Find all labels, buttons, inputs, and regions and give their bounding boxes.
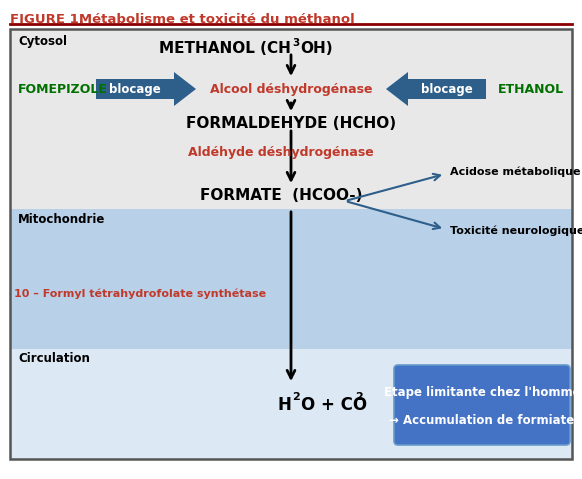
- Polygon shape: [386, 72, 408, 106]
- Text: O + CO: O + CO: [301, 396, 367, 414]
- Text: Circulation: Circulation: [18, 352, 90, 365]
- Text: Cytosol: Cytosol: [18, 35, 67, 48]
- FancyBboxPatch shape: [408, 79, 486, 99]
- FancyBboxPatch shape: [394, 365, 570, 445]
- Text: METHANOL (CH: METHANOL (CH: [159, 41, 291, 56]
- Text: Acidose métabolique: Acidose métabolique: [450, 167, 580, 177]
- Text: Métabolisme et toxicité du méthanol: Métabolisme et toxicité du méthanol: [65, 13, 355, 26]
- Text: 2: 2: [292, 392, 300, 402]
- Text: FORMALDEHYDE (HCHO): FORMALDEHYDE (HCHO): [186, 116, 396, 131]
- Text: FOMEPIZOLE: FOMEPIZOLE: [18, 82, 108, 95]
- Text: blocage: blocage: [421, 82, 473, 95]
- FancyBboxPatch shape: [10, 349, 572, 459]
- FancyBboxPatch shape: [10, 209, 572, 349]
- Text: Etape limitante chez l'homme: Etape limitante chez l'homme: [384, 386, 580, 399]
- Text: FIGURE 1.: FIGURE 1.: [10, 13, 84, 26]
- Text: Toxicité neurologique et oculaire: Toxicité neurologique et oculaire: [450, 226, 582, 236]
- Text: 3: 3: [292, 38, 299, 48]
- Text: Alcool déshydrogénase: Alcool déshydrogénase: [210, 82, 372, 95]
- Text: 10 – Formyl tétrahydrofolate synthétase: 10 – Formyl tétrahydrofolate synthétase: [14, 289, 266, 299]
- FancyBboxPatch shape: [10, 29, 572, 209]
- Text: blocage: blocage: [109, 82, 161, 95]
- Text: OH): OH): [300, 41, 333, 56]
- Text: FORMATE  (HCOO-): FORMATE (HCOO-): [200, 188, 362, 203]
- Text: 2: 2: [355, 392, 363, 402]
- Text: H: H: [277, 396, 291, 414]
- Text: Mitochondrie: Mitochondrie: [18, 213, 105, 226]
- Polygon shape: [174, 72, 196, 106]
- FancyBboxPatch shape: [96, 79, 174, 99]
- Text: Aldéhyde déshydrogénase: Aldéhyde déshydrogénase: [188, 146, 374, 159]
- Text: → Accumulation de formiate: → Accumulation de formiate: [389, 414, 574, 427]
- Text: ETHANOL: ETHANOL: [498, 82, 564, 95]
